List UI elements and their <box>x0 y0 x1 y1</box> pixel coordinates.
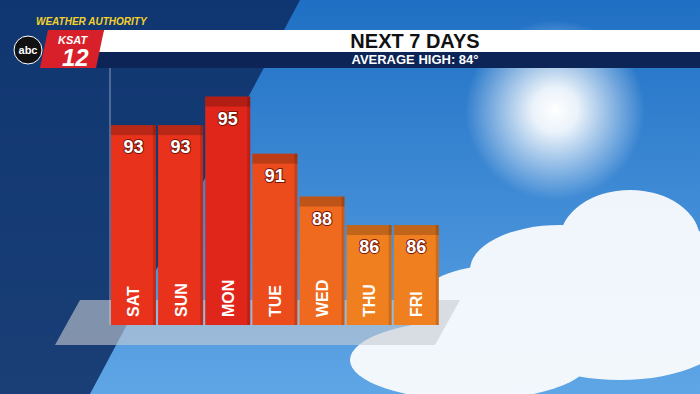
svg-text:88: 88 <box>312 209 332 229</box>
svg-text:AVERAGE HIGH: 84°: AVERAGE HIGH: 84° <box>351 52 478 67</box>
svg-text:FRI: FRI <box>408 291 425 317</box>
svg-text:abc: abc <box>19 44 38 56</box>
svg-text:THU: THU <box>361 284 378 317</box>
svg-text:WEATHER AUTHORITY: WEATHER AUTHORITY <box>36 16 148 27</box>
svg-text:SAT: SAT <box>125 286 142 317</box>
svg-text:91: 91 <box>265 166 285 186</box>
svg-text:WED: WED <box>314 280 331 317</box>
svg-text:KSAT: KSAT <box>58 34 88 46</box>
svg-text:TUE: TUE <box>267 285 284 317</box>
svg-text:93: 93 <box>123 137 143 157</box>
svg-text:NEXT 7 DAYS: NEXT 7 DAYS <box>350 30 479 52</box>
svg-text:SUN: SUN <box>173 283 190 317</box>
svg-text:12: 12 <box>62 44 89 71</box>
svg-text:93: 93 <box>171 137 191 157</box>
svg-text:86: 86 <box>359 237 379 257</box>
svg-text:MON: MON <box>220 280 237 317</box>
svg-text:95: 95 <box>218 109 238 129</box>
svg-text:86: 86 <box>406 237 426 257</box>
